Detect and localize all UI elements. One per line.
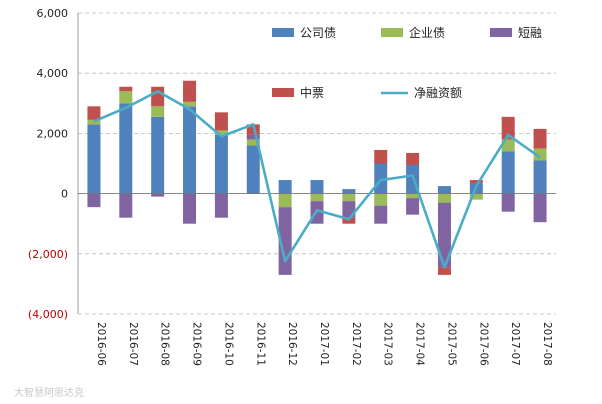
bar-2016-12	[278, 193, 292, 208]
x-tick-label: 2016-12	[286, 322, 298, 366]
bar-2017-08	[533, 160, 547, 194]
x-tick-label: 2016-11	[254, 322, 266, 366]
bar-2017-02	[342, 189, 356, 194]
bar-2017-05	[437, 186, 451, 194]
x-axis: 2016-06 2016-07 2016-08 2016-09 2016-10 2016-…	[95, 322, 553, 366]
x-tick-label: 2017-08	[541, 322, 553, 366]
bar-2017-04	[406, 198, 420, 215]
y-tick-label: (4,000)	[28, 308, 68, 321]
legend-label: 企业债	[409, 25, 445, 40]
legend-label: 中票	[300, 85, 324, 100]
x-tick-label: 2016-08	[159, 322, 171, 366]
bar-2016-09	[183, 106, 197, 194]
legend-item: 短融	[490, 26, 542, 40]
y-tick-label: 0	[61, 188, 68, 201]
bar-2016-10	[214, 134, 228, 194]
y-tick-label: (2,000)	[28, 248, 68, 261]
bars	[87, 80, 547, 275]
bar-2017-01	[310, 193, 324, 202]
watermark: 大智慧阿思达克	[14, 386, 84, 399]
bar-2017-03	[374, 205, 388, 224]
bar-2017-04	[406, 152, 420, 166]
bar-2017-06	[469, 180, 483, 184]
bar-2017-08	[533, 148, 547, 161]
x-tick-label: 2017-07	[509, 322, 521, 366]
bar-2016-11	[246, 134, 260, 140]
bar-2016-09	[183, 80, 197, 102]
bar-2016-08	[151, 106, 165, 117]
bar-2016-10	[214, 130, 228, 135]
bar-2017-06	[469, 193, 483, 200]
bar-2016-06	[87, 119, 101, 125]
bar-2016-07	[119, 193, 133, 218]
x-tick-label: 2016-09	[191, 322, 203, 366]
bar-2016-08	[151, 116, 165, 194]
bar-2017-08	[533, 128, 547, 149]
x-tick-label: 2016-07	[127, 322, 139, 366]
bar-2017-02	[342, 217, 356, 224]
watermark-text: 大智慧阿思达克	[14, 386, 84, 399]
bar-2016-10	[214, 112, 228, 131]
x-tick-label: 2017-02	[350, 322, 362, 366]
legend-label: 公司债	[300, 26, 336, 40]
bar-2017-05	[437, 193, 451, 203]
legend-label: 净融资额	[414, 86, 462, 100]
legend-item: 企业债	[381, 25, 445, 40]
bar-2016-07	[119, 86, 133, 92]
bar-2017-03	[374, 193, 388, 206]
bar-2016-07	[119, 103, 133, 194]
gridlines	[78, 12, 556, 315]
bar-2017-08	[533, 193, 547, 223]
bar-2017-04	[406, 193, 420, 199]
bar-2017-05	[437, 267, 451, 275]
bar-2016-12	[278, 180, 292, 194]
x-tick-label: 2016-10	[222, 322, 234, 366]
bar-2017-07	[501, 116, 515, 140]
x-tick-label: 2017-06	[477, 322, 489, 366]
net-financing-series-line	[93, 90, 541, 269]
bar-2016-07	[119, 91, 133, 104]
bar-2016-08	[151, 86, 165, 107]
bar-2017-01	[310, 180, 324, 194]
bar-2016-11	[246, 139, 260, 146]
x-tick-label: 2017-03	[382, 322, 394, 366]
y-axis: 6,000 4,000 2,000 0 (2,000) (4,000)	[28, 7, 79, 321]
net-financing-line	[93, 90, 541, 269]
legend-item: 中票	[272, 85, 324, 100]
x-tick-label: 2017-05	[445, 322, 457, 366]
bar-2017-07	[501, 151, 515, 194]
bar-2016-09	[183, 193, 197, 224]
y-tick-label: 6,000	[37, 7, 69, 20]
bar-2017-07	[501, 193, 515, 212]
bar-2017-03	[374, 149, 388, 164]
bar-2017-05	[437, 202, 451, 268]
legend-swatch	[272, 88, 294, 97]
bar-2017-02	[342, 193, 356, 202]
x-tick-label: 2016-06	[95, 322, 107, 366]
bar-2016-06	[87, 106, 101, 120]
y-tick-label: 4,000	[37, 67, 69, 80]
legend-swatch	[272, 28, 294, 37]
bar-2016-06	[87, 193, 101, 208]
legend-item: 公司债	[272, 26, 336, 40]
legend-swatch	[381, 28, 403, 37]
x-tick-label: 2017-04	[414, 322, 426, 366]
legend-label: 短融	[518, 26, 542, 40]
legend-swatch	[490, 28, 512, 37]
bar-2016-06	[87, 124, 101, 194]
legend-item: 净融资额	[381, 86, 462, 100]
bar-2016-08	[151, 193, 165, 197]
bar-2016-09	[183, 101, 197, 107]
bar-2016-10	[214, 193, 228, 218]
bar-2016-11	[246, 145, 260, 194]
y-tick-label: 2,000	[37, 127, 69, 140]
x-tick-label: 2017-01	[318, 322, 330, 366]
